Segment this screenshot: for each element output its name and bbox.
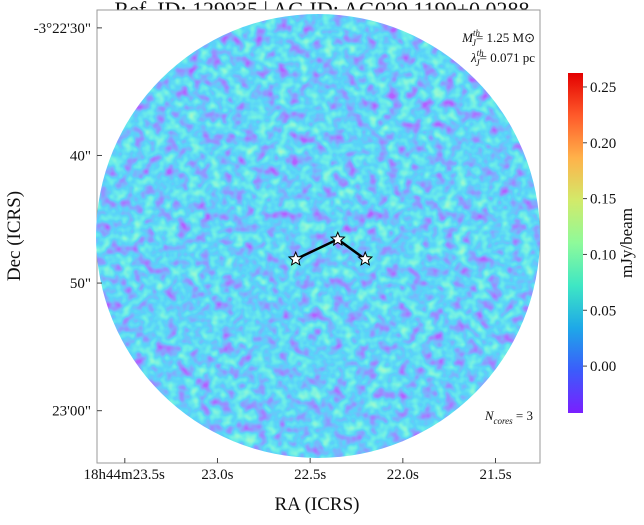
colorbar-tick-label: 0.25: [590, 80, 616, 96]
annotation-text: = 3: [513, 408, 533, 423]
colorbar-tick-label: 0.10: [590, 247, 616, 263]
annotation-symbol: N: [484, 408, 495, 423]
annotation: Ncores = 3: [484, 408, 533, 426]
x-tick-label: 22.5s: [294, 467, 326, 483]
core-marker: [329, 231, 346, 247]
y-tick-label: -3°22'30": [34, 21, 91, 37]
image-map: [96, 14, 540, 458]
colorbar-label: mJy/beam: [617, 208, 636, 278]
annotation-symbol: M: [461, 30, 474, 45]
core-marker: [287, 250, 304, 266]
x-tick-label: 23.0s: [201, 467, 233, 483]
annotation-sup: th: [477, 48, 485, 58]
annotation-sub: J: [476, 58, 481, 68]
x-tick-label: 18h44m23.5s: [84, 467, 165, 483]
intensity-map: [96, 14, 540, 458]
x-tick-label: 22.0s: [387, 467, 419, 483]
colorbar-tick-label: 0.15: [590, 192, 616, 208]
annotation-sub: J: [472, 38, 477, 48]
annotation-sup: th: [473, 28, 481, 38]
colorbar-tick-label: 0.05: [590, 303, 616, 319]
x-axis-label: RA (ICRS): [275, 494, 360, 515]
annotation: Mth J= 1.25 M⊙: [461, 28, 535, 48]
y-tick-label: 40": [70, 148, 91, 164]
annotation-text: = 0.071 pc: [480, 50, 536, 65]
colorbar-tick-label: 0.00: [590, 359, 616, 375]
annotation-sub: cores: [493, 416, 513, 426]
annotation: λth J= 0.071 pc: [470, 48, 535, 68]
y-axis-label: Dec (ICRS): [4, 191, 25, 281]
x-tick-label: 21.5s: [479, 467, 511, 483]
core-marker: [357, 250, 374, 266]
colorbar: [568, 73, 583, 413]
annotation-symbol: λ: [470, 50, 477, 65]
colorbar-tick-label: 0.20: [590, 136, 616, 152]
y-tick-label: 23'00": [52, 404, 91, 420]
y-tick-label: 50": [70, 276, 91, 292]
annotation-text: = 1.25 M⊙: [476, 30, 535, 45]
